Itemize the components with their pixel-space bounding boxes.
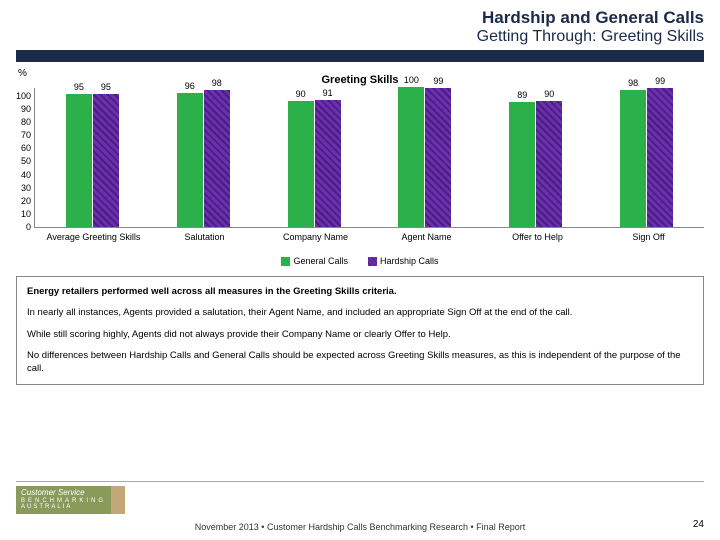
y-axis-label: % (18, 68, 27, 79)
bar-group: 9091 (259, 88, 370, 227)
x-tick-label: Sign Off (593, 228, 704, 242)
x-tick-label: Average Greeting Skills (38, 228, 149, 242)
commentary-box: Energy retailers performed well across a… (16, 276, 704, 384)
x-axis-labels: Average Greeting SkillsSalutationCompany… (38, 228, 704, 242)
y-axis-ticks: 1009080706050403020100 (16, 88, 34, 228)
bar: 91 (315, 100, 341, 227)
bar-value-label: 89 (509, 90, 535, 100)
legend-label: General Calls (293, 256, 348, 266)
bar-value-label: 95 (66, 82, 92, 92)
x-tick-label: Salutation (149, 228, 260, 242)
y-tick: 20 (16, 197, 31, 206)
footer: Customer Service BENCHMARKING AUSTRALIA … (16, 481, 704, 532)
bar: 96 (177, 93, 203, 227)
bar: 99 (647, 88, 673, 227)
bar-value-label: 100 (398, 75, 424, 85)
footer-text: November 2013 • Customer Hardship Calls … (16, 522, 704, 532)
commentary-p2: In nearly all instances, Agents provided… (27, 306, 693, 319)
bar-value-label: 99 (647, 76, 673, 86)
bar: 99 (425, 88, 451, 227)
bar-group: 10099 (370, 88, 481, 227)
bar-value-label: 91 (315, 88, 341, 98)
commentary-p3: While still scoring highly, Agents did n… (27, 328, 693, 341)
header: Hardship and General Calls Getting Throu… (0, 0, 720, 46)
bar-group: 9595 (37, 88, 148, 227)
greeting-skills-chart: Greeting Skills % 1009080706050403020100… (16, 74, 704, 266)
bar: 90 (536, 101, 562, 227)
legend-item: Hardship Calls (368, 256, 439, 266)
legend-swatch (368, 257, 377, 266)
bar-value-label: 90 (288, 89, 314, 99)
footer-logo: Customer Service BENCHMARKING AUSTRALIA (16, 486, 125, 514)
bar-value-label: 99 (425, 76, 451, 86)
bar-group: 9698 (148, 88, 259, 227)
y-tick: 90 (16, 105, 31, 114)
bar: 98 (620, 90, 646, 227)
legend-item: General Calls (281, 256, 348, 266)
commentary-p4: No differences between Hardship Calls an… (27, 349, 693, 376)
bar: 95 (66, 94, 92, 227)
bar-value-label: 95 (93, 82, 119, 92)
bar-value-label: 98 (620, 78, 646, 88)
y-tick: 40 (16, 171, 31, 180)
title-bar (16, 50, 704, 62)
bar: 98 (204, 90, 230, 227)
y-tick: 70 (16, 131, 31, 140)
y-tick: 50 (16, 157, 31, 166)
chart-legend: General Calls Hardship Calls (16, 256, 704, 266)
legend-swatch (281, 257, 290, 266)
y-tick: 100 (16, 92, 31, 101)
bar-value-label: 98 (204, 78, 230, 88)
bar: 90 (288, 101, 314, 227)
y-tick: 10 (16, 210, 31, 219)
y-tick: 80 (16, 118, 31, 127)
logo-line2: BENCHMARKING (21, 498, 106, 505)
chart-plot-area: 9595969890911009989909899 (34, 88, 704, 228)
bar: 89 (509, 102, 535, 227)
bar: 100 (398, 87, 424, 227)
logo-line1: Customer Service (21, 489, 106, 498)
chart-title: Greeting Skills (16, 74, 704, 86)
bar-group: 8990 (480, 88, 591, 227)
bar: 95 (93, 94, 119, 227)
x-tick-label: Agent Name (371, 228, 482, 242)
y-tick: 30 (16, 184, 31, 193)
page-subtitle: Getting Through: Greeting Skills (16, 28, 704, 46)
x-tick-label: Company Name (260, 228, 371, 242)
bar-value-label: 96 (177, 81, 203, 91)
bar-value-label: 90 (536, 89, 562, 99)
legend-label: Hardship Calls (380, 256, 439, 266)
page-number: 24 (693, 519, 704, 530)
commentary-p1: Energy retailers performed well across a… (27, 285, 693, 298)
logo-line3: AUSTRALIA (21, 504, 106, 511)
y-tick: 0 (16, 223, 31, 232)
x-tick-label: Offer to Help (482, 228, 593, 242)
y-tick: 60 (16, 144, 31, 153)
bar-group: 9899 (591, 88, 702, 227)
page-title: Hardship and General Calls (16, 8, 704, 28)
